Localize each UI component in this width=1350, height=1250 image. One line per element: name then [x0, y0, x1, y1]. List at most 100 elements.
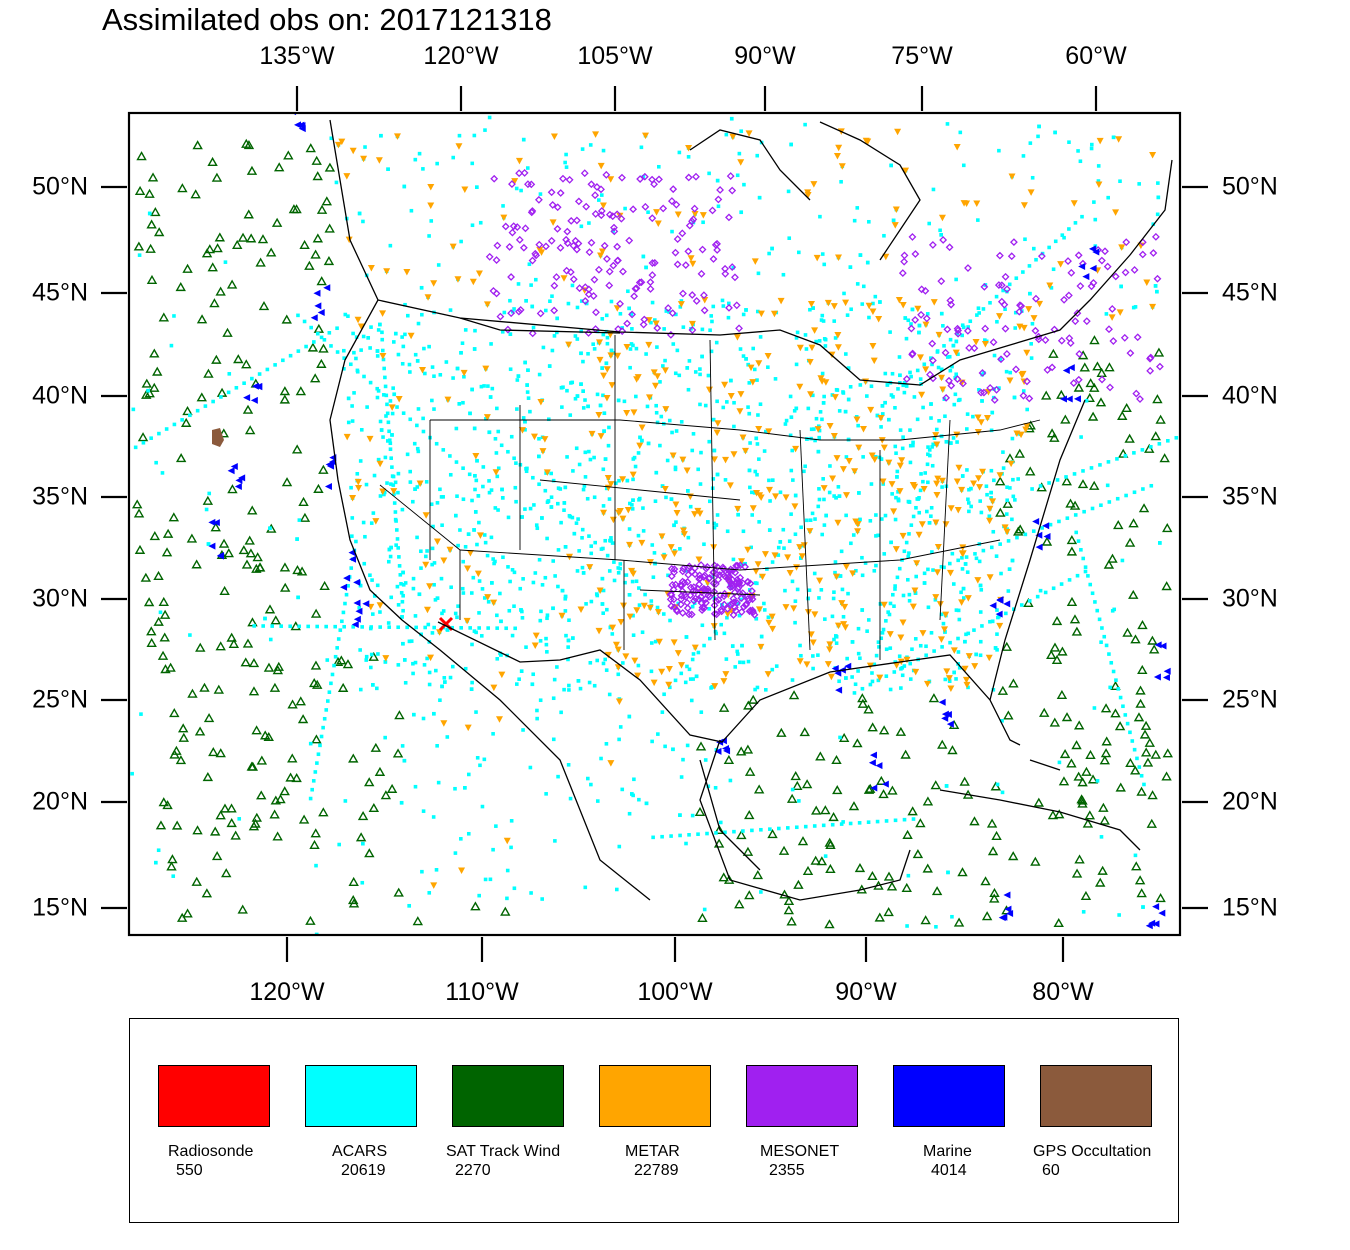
acars-marker — [1067, 578, 1072, 582]
acars-marker — [576, 679, 581, 683]
acars-marker — [311, 779, 316, 783]
acars-marker — [477, 611, 481, 615]
metar-marker — [811, 611, 819, 618]
sat-track-wind-marker — [263, 731, 274, 742]
coastline — [459, 317, 621, 334]
mesonet-marker — [689, 215, 698, 224]
acars-marker — [1008, 370, 1013, 375]
acars-marker — [567, 618, 571, 623]
acars-marker — [380, 330, 384, 335]
mesonet-marker — [1149, 249, 1158, 257]
acars-marker — [453, 851, 458, 855]
mesonet-marker — [501, 222, 510, 231]
sat-track-wind-marker — [207, 156, 218, 167]
metar-marker — [600, 372, 608, 380]
sat-track-wind-marker — [137, 432, 149, 442]
sat-track-wind-marker — [857, 698, 869, 708]
acars-marker — [822, 497, 826, 502]
sat-track-wind-marker — [182, 405, 193, 416]
acars-marker — [664, 309, 669, 313]
acars-marker — [1088, 582, 1093, 587]
acars-marker — [1155, 289, 1159, 294]
metar-marker — [792, 445, 800, 453]
mesonet-marker — [1076, 282, 1085, 290]
marine-marker — [1059, 395, 1067, 403]
acars-marker — [593, 540, 597, 545]
metar-marker — [962, 676, 970, 684]
acars-marker — [478, 763, 482, 768]
acars-marker — [818, 410, 823, 414]
marine-marker — [1003, 891, 1011, 899]
sat-track-wind-marker — [133, 241, 145, 251]
acars-marker — [1064, 475, 1068, 479]
acars-marker — [698, 367, 702, 371]
acars-marker — [1132, 490, 1137, 495]
acars-marker — [297, 518, 302, 522]
metar-marker — [613, 305, 621, 312]
acars-marker — [432, 711, 436, 716]
acars-marker — [1089, 466, 1094, 470]
mesonet-marker — [954, 329, 962, 338]
acars-marker — [493, 506, 498, 510]
metar-marker — [851, 468, 859, 475]
acars-marker — [777, 826, 781, 831]
acars-marker — [563, 545, 568, 549]
sat-track-wind-marker — [310, 828, 321, 838]
acars-marker — [598, 403, 603, 408]
acars-marker — [484, 417, 488, 421]
sat-track-wind-marker — [270, 615, 281, 625]
acars-marker — [861, 284, 866, 289]
sat-track-wind-marker — [981, 911, 993, 921]
acars-marker — [525, 383, 529, 387]
acars-marker — [944, 439, 949, 444]
acars-marker — [537, 557, 542, 562]
acars-marker — [770, 667, 775, 672]
mesonet-marker — [613, 210, 622, 219]
acars-marker — [1037, 124, 1041, 129]
acars-marker — [1082, 509, 1086, 514]
metar-marker — [813, 254, 821, 262]
acars-marker — [1078, 159, 1083, 164]
sat-track-wind-marker — [1030, 856, 1041, 866]
acars-marker — [532, 503, 536, 507]
acars-marker — [965, 570, 970, 574]
acars-marker — [376, 389, 381, 393]
acars-marker — [654, 470, 659, 475]
metar-marker — [376, 460, 384, 468]
metar-marker — [633, 376, 641, 383]
sat-track-wind-marker — [271, 217, 283, 227]
marine-marker — [1042, 522, 1050, 530]
acars-marker — [496, 508, 500, 512]
acars-marker — [154, 460, 158, 465]
acars-marker — [439, 495, 444, 499]
acars-marker — [735, 652, 740, 656]
sat-track-wind-marker — [953, 917, 965, 927]
acars-marker — [601, 588, 606, 593]
acars-marker — [834, 641, 839, 645]
sat-track-wind-marker — [824, 919, 835, 929]
acars-marker — [421, 167, 425, 171]
acars-marker — [434, 441, 439, 446]
acars-marker — [405, 452, 410, 457]
acars-marker — [501, 555, 505, 560]
marine-marker — [313, 289, 321, 297]
acars-marker — [417, 592, 422, 597]
acars-marker — [628, 347, 633, 351]
sat-track-wind-marker — [867, 870, 878, 881]
mesonet-marker — [1057, 336, 1066, 345]
mesonet-marker — [563, 239, 572, 248]
acars-marker — [562, 501, 567, 505]
acars-marker — [974, 652, 978, 657]
acars-marker — [1031, 529, 1036, 533]
acars-marker — [1073, 513, 1078, 517]
metar-marker — [869, 308, 877, 316]
acars-marker — [925, 462, 930, 467]
acars-marker — [893, 584, 897, 588]
acars-marker — [921, 479, 925, 484]
metar-marker — [660, 554, 668, 561]
acars-marker — [333, 654, 338, 659]
acars-marker — [309, 325, 313, 330]
mesonet-marker — [709, 255, 718, 263]
sat-track-wind-marker — [287, 699, 298, 709]
state-border — [379, 484, 461, 620]
